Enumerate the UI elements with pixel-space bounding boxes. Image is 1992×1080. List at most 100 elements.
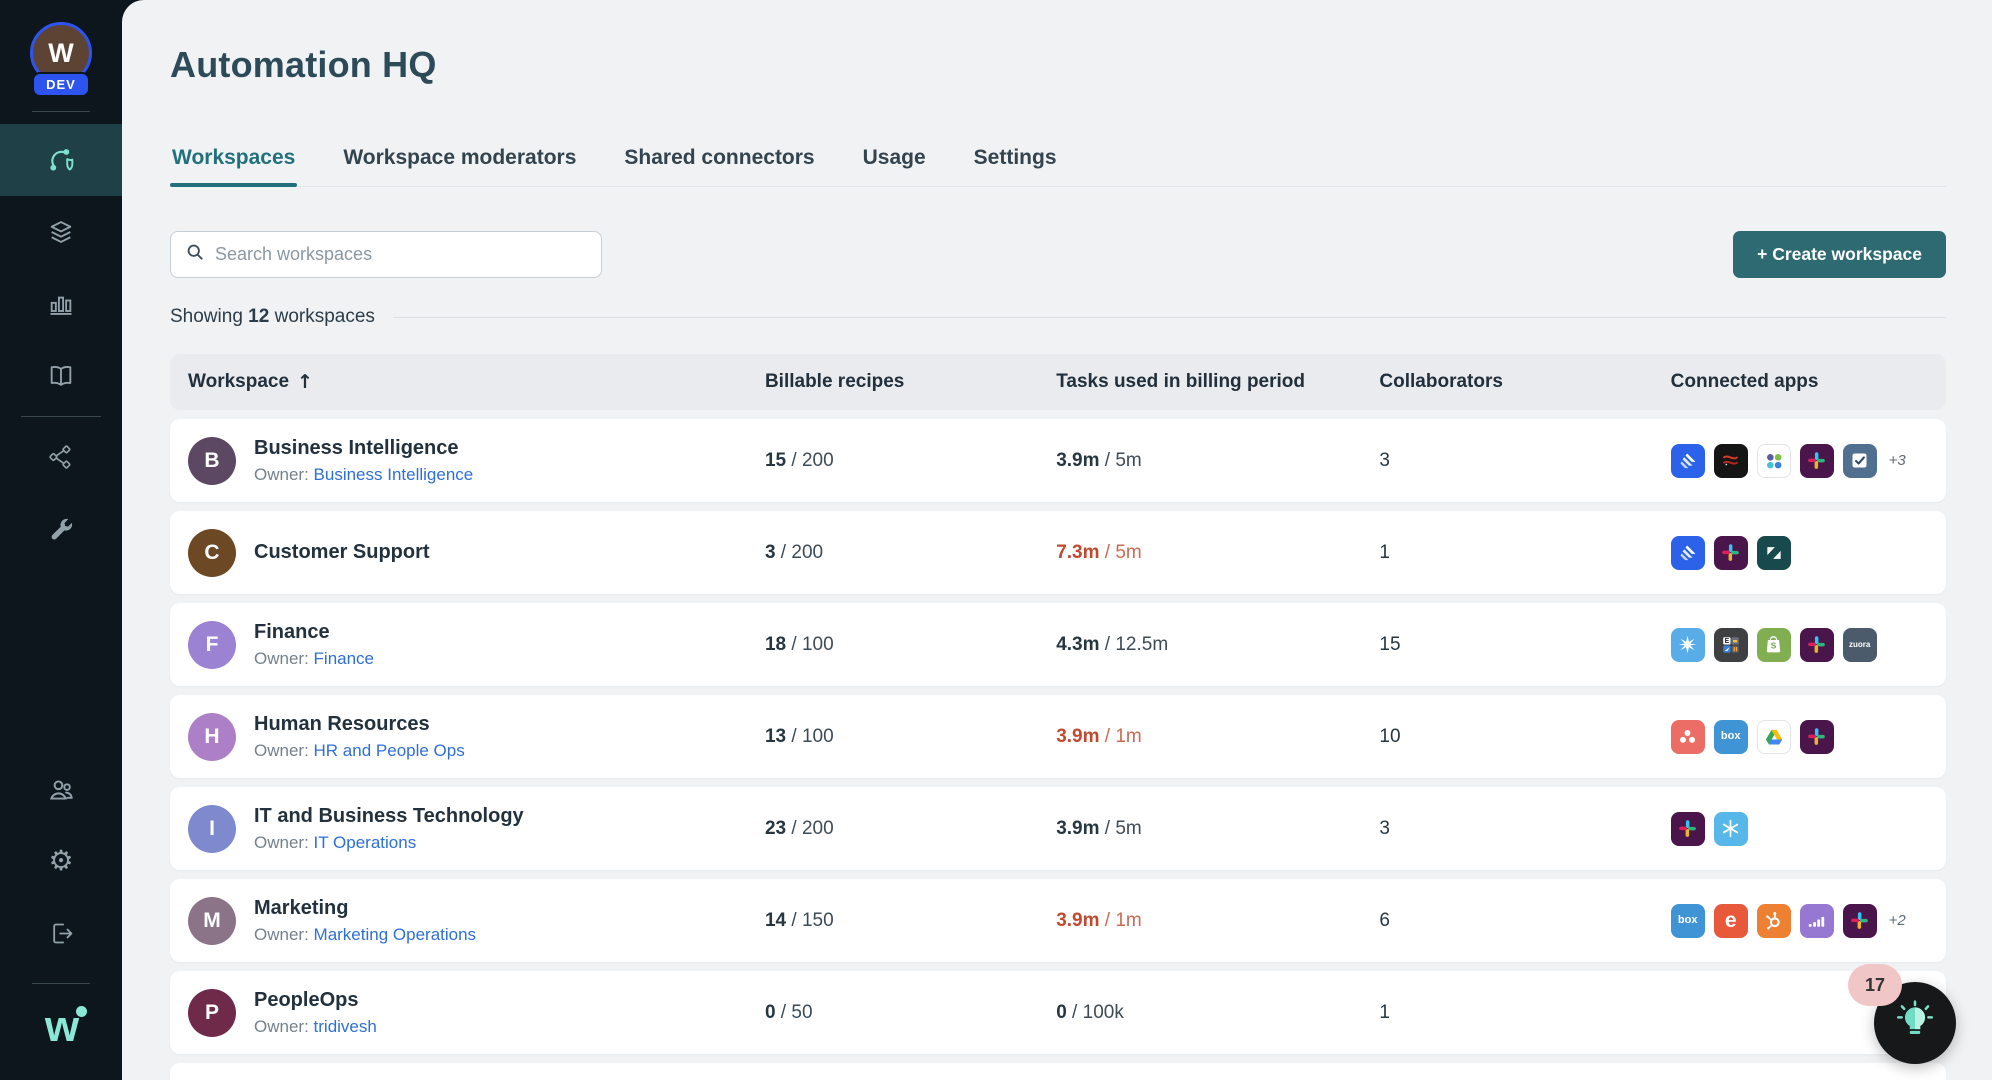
workspace-name[interactable]: Human Resources bbox=[254, 712, 465, 737]
logout-icon bbox=[48, 920, 75, 947]
owner-link[interactable]: Finance bbox=[314, 649, 374, 668]
sidebar-item-logout[interactable] bbox=[0, 897, 122, 969]
table-row-partial bbox=[170, 1063, 1946, 1080]
tab-workspace-moderators[interactable]: Workspace moderators bbox=[341, 132, 578, 186]
owner-link[interactable]: HR and People Ops bbox=[314, 741, 465, 760]
hubspot-icon bbox=[1757, 904, 1791, 938]
tab-settings[interactable]: Settings bbox=[972, 132, 1059, 186]
sidebar-divider bbox=[21, 416, 101, 417]
table-row[interactable]: PPeopleOpsOwner: tridivesh0 / 500 / 100k… bbox=[170, 971, 1946, 1054]
table-row[interactable]: HHuman ResourcesOwner: HR and People Ops… bbox=[170, 695, 1946, 778]
collaborators-cell: 15 bbox=[1379, 634, 1670, 656]
column-header-connected-apps[interactable]: Connected apps bbox=[1671, 371, 1946, 393]
results-summary: Showing 12 workspaces bbox=[170, 306, 1946, 328]
owner-link[interactable]: IT Operations bbox=[314, 833, 417, 852]
sidebar-item-team[interactable] bbox=[0, 753, 122, 825]
tasks-used-cell: 3.9m / 1m bbox=[1056, 726, 1379, 748]
create-workspace-button[interactable]: + Create workspace bbox=[1733, 231, 1946, 278]
zuora-icon: zuora bbox=[1843, 628, 1877, 662]
assistant-lightbulb-fab[interactable]: 17 bbox=[1874, 982, 1956, 1064]
page-title: Automation HQ bbox=[170, 44, 1946, 86]
billable-recipes-cell: 14 / 150 bbox=[765, 910, 1056, 932]
tab-usage[interactable]: Usage bbox=[861, 132, 928, 186]
billable-recipes-cell: 0 / 50 bbox=[765, 1002, 1056, 1024]
workspace-name[interactable]: Business Intelligence bbox=[254, 436, 473, 461]
workspace-cell: MMarketingOwner: Marketing Operations bbox=[170, 896, 765, 945]
column-header-tasks-used-in-billing-period[interactable]: Tasks used in billing period bbox=[1056, 371, 1379, 393]
community-shield-icon bbox=[46, 145, 76, 175]
notification-count-badge: 17 bbox=[1848, 964, 1902, 1006]
sidebar-item-settings[interactable]: ⚙ bbox=[0, 825, 122, 897]
sidebar-item-connections[interactable] bbox=[0, 421, 122, 493]
gear-icon: ⚙ bbox=[48, 847, 73, 875]
billable-recipes-cell: 15 / 200 bbox=[765, 450, 1056, 472]
sidebar: W DEV bbox=[0, 0, 122, 1080]
eventbrite-icon: e bbox=[1714, 904, 1748, 938]
slack-icon bbox=[1800, 720, 1834, 754]
workspace-row-avatar: C bbox=[188, 529, 236, 577]
owner-link[interactable]: Business Intelligence bbox=[314, 465, 474, 484]
workspace-cell: C Customer Support bbox=[170, 529, 765, 577]
workspace-row-avatar: F bbox=[188, 621, 236, 669]
tab-shared-connectors[interactable]: Shared connectors bbox=[622, 132, 816, 186]
main-content: Automation HQ Workspaces Workspace modera… bbox=[122, 0, 1992, 1080]
workspace-row-avatar: H bbox=[188, 713, 236, 761]
workspace-owner: Owner: tridivesh bbox=[254, 1017, 377, 1037]
connected-apps-cell: ESzuora bbox=[1671, 628, 1946, 662]
color-dots-icon bbox=[1757, 444, 1791, 478]
workspace-cell: HHuman ResourcesOwner: HR and People Ops bbox=[170, 712, 765, 761]
workspace-name[interactable]: PeopleOps bbox=[254, 988, 377, 1013]
column-header-workspace[interactable]: Workspace↑ bbox=[170, 371, 765, 393]
slack-icon bbox=[1800, 628, 1834, 662]
environment-badge: DEV bbox=[32, 72, 90, 97]
table-row[interactable]: MMarketingOwner: Marketing Operations14 … bbox=[170, 879, 1946, 962]
people-icon bbox=[47, 775, 76, 804]
workspace-owner: Owner: Finance bbox=[254, 649, 374, 669]
more-apps-count: +3 bbox=[1889, 452, 1906, 469]
snowflake-icon bbox=[1714, 812, 1748, 846]
slack-icon bbox=[1714, 536, 1748, 570]
column-header-collaborators[interactable]: Collaborators bbox=[1379, 371, 1670, 393]
workspace-name[interactable]: Marketing bbox=[254, 896, 476, 921]
search-input[interactable] bbox=[215, 244, 587, 265]
table-row[interactable]: FFinanceOwner: Finance18 / 1004.3m / 12.… bbox=[170, 603, 1946, 686]
tasks-used-cell: 3.9m / 1m bbox=[1056, 910, 1379, 932]
workspace-switcher[interactable]: W DEV bbox=[30, 22, 92, 97]
connected-apps-cell: boxe +2 bbox=[1671, 904, 1946, 938]
tab-workspaces[interactable]: Workspaces bbox=[170, 132, 297, 186]
zendesk-icon bbox=[1757, 536, 1791, 570]
sidebar-item-tools[interactable] bbox=[0, 493, 122, 565]
more-apps-count: +2 bbox=[1889, 912, 1906, 929]
table-row[interactable]: IIT and Business TechnologyOwner: IT Ope… bbox=[170, 787, 1946, 870]
collaborators-cell: 3 bbox=[1379, 450, 1670, 472]
bar-chart-icon bbox=[47, 290, 75, 318]
sort-ascending-icon: ↑ bbox=[297, 371, 313, 393]
owner-link[interactable]: tridivesh bbox=[314, 1017, 377, 1036]
workspace-cell: IIT and Business TechnologyOwner: IT Ope… bbox=[170, 804, 765, 853]
column-header-billable-recipes[interactable]: Billable recipes bbox=[765, 371, 1056, 393]
sidebar-item-projects[interactable] bbox=[0, 196, 122, 268]
sidebar-item-automation-hq[interactable] bbox=[0, 124, 122, 196]
workspace-name[interactable]: IT and Business Technology bbox=[254, 804, 524, 829]
workspace-name[interactable]: Finance bbox=[254, 620, 374, 645]
analytics-bars-icon bbox=[1800, 904, 1834, 938]
tasks-used-cell: 3.9m / 5m bbox=[1056, 450, 1379, 472]
sidebar-divider bbox=[32, 983, 90, 984]
owner-link[interactable]: Marketing Operations bbox=[314, 925, 477, 944]
workspace-name[interactable]: Customer Support bbox=[254, 540, 430, 565]
expense-grid-icon: E bbox=[1714, 628, 1748, 662]
connected-apps-cell: box bbox=[1671, 720, 1946, 754]
svg-text:E: E bbox=[1724, 638, 1729, 645]
table-row[interactable]: BBusiness IntelligenceOwner: Business In… bbox=[170, 419, 1946, 502]
open-book-icon bbox=[47, 362, 75, 390]
sidebar-item-dashboard[interactable] bbox=[0, 268, 122, 340]
sidebar-item-library[interactable] bbox=[0, 340, 122, 412]
app-root: W DEV bbox=[0, 0, 1992, 1080]
box-icon: box bbox=[1671, 904, 1705, 938]
table-row[interactable]: CCustomer Support3 / 2007.3m / 5m1 bbox=[170, 511, 1946, 594]
connected-apps-cell bbox=[1671, 812, 1946, 846]
collaborators-cell: 1 bbox=[1379, 542, 1670, 564]
workato-logo: w bbox=[45, 998, 77, 1056]
wrench-icon bbox=[48, 516, 75, 543]
slack-icon bbox=[1843, 904, 1877, 938]
